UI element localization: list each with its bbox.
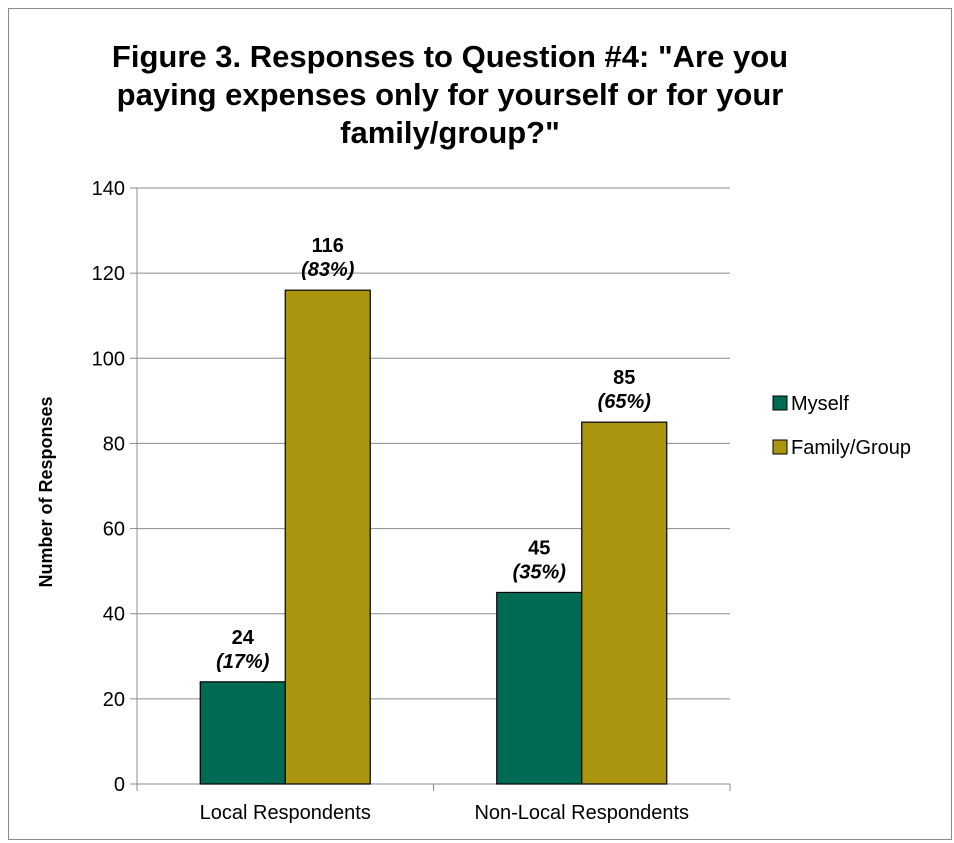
data-label-percent: (17%) (216, 651, 270, 673)
data-label-value: 45 (528, 537, 550, 559)
y-tick-label: 0 (114, 774, 125, 796)
legend: Myself Family/Group (772, 393, 911, 459)
data-labels: 24(17%) 116(83%) 45(35%) 85(65%) (216, 235, 651, 673)
legend-label: Family/Group (791, 437, 911, 459)
data-label-value: 24 (232, 627, 255, 649)
data-label-value: 116 (312, 235, 344, 257)
y-tick-label: 40 (103, 604, 125, 626)
y-tick-label: 60 (103, 519, 125, 541)
data-label-value: 85 (613, 367, 635, 389)
bar (199, 681, 286, 785)
y-tick-label: 20 (103, 689, 125, 711)
data-label-percent: (65%) (598, 391, 652, 413)
chart-frame (8, 8, 952, 840)
legend-label: Myself (791, 393, 849, 415)
y-tick-label: 140 (92, 178, 125, 200)
data-label-percent: (83%) (301, 259, 355, 281)
x-category-label: Local Respondents (200, 802, 371, 824)
bar (496, 591, 583, 785)
y-tick-label: 100 (92, 348, 125, 370)
bar (284, 289, 371, 785)
legend-swatch (772, 395, 788, 411)
bars (199, 289, 668, 785)
chart-title: Figure 3. Responses to Question #4: "Are… (111, 39, 789, 150)
y-axis-title: Number of Responses (36, 396, 56, 587)
y-tick-label: 120 (92, 263, 125, 285)
bar (581, 421, 668, 785)
y-tick-label: 80 (103, 433, 125, 455)
x-category-label: Non-Local Respondents (474, 802, 689, 824)
legend-swatch (772, 439, 788, 455)
data-label-percent: (35%) (513, 561, 567, 583)
